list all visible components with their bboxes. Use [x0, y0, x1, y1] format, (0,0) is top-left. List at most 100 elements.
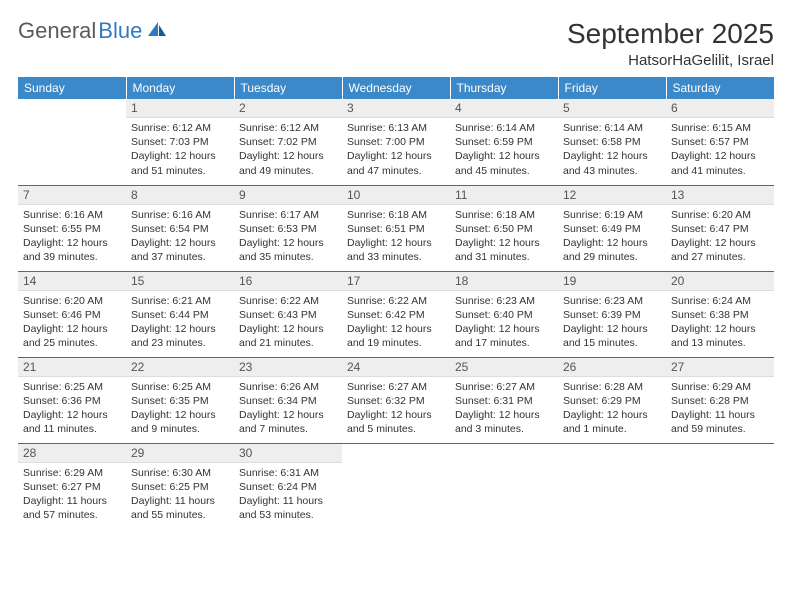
day-cell: 28Sunrise: 6:29 AMSunset: 6:27 PMDayligh…	[18, 443, 126, 529]
daylight-text: Daylight: 12 hours and 47 minutes.	[347, 149, 445, 177]
day-content: Sunrise: 6:27 AMSunset: 6:31 PMDaylight:…	[450, 377, 558, 439]
daylight-text: Daylight: 12 hours and 51 minutes.	[131, 149, 229, 177]
sunrise-text: Sunrise: 6:27 AM	[347, 380, 445, 394]
day-cell: 17Sunrise: 6:22 AMSunset: 6:42 PMDayligh…	[342, 271, 450, 357]
daylight-text: Daylight: 12 hours and 15 minutes.	[563, 322, 661, 350]
dayname-row: Sunday Monday Tuesday Wednesday Thursday…	[18, 77, 774, 99]
day-cell	[450, 443, 558, 529]
day-number: 24	[342, 358, 450, 377]
sunset-text: Sunset: 6:31 PM	[455, 394, 553, 408]
day-cell: 24Sunrise: 6:27 AMSunset: 6:32 PMDayligh…	[342, 357, 450, 443]
day-number: 10	[342, 186, 450, 205]
sunset-text: Sunset: 6:58 PM	[563, 135, 661, 149]
daylight-text: Daylight: 12 hours and 41 minutes.	[671, 149, 769, 177]
day-content: Sunrise: 6:13 AMSunset: 7:00 PMDaylight:…	[342, 118, 450, 180]
sunset-text: Sunset: 6:43 PM	[239, 308, 337, 322]
day-content: Sunrise: 6:12 AMSunset: 7:03 PMDaylight:…	[126, 118, 234, 180]
day-number: 20	[666, 272, 774, 291]
sunset-text: Sunset: 6:46 PM	[23, 308, 121, 322]
day-content: Sunrise: 6:27 AMSunset: 6:32 PMDaylight:…	[342, 377, 450, 439]
day-number: 21	[18, 358, 126, 377]
day-number: 4	[450, 99, 558, 118]
sunset-text: Sunset: 6:29 PM	[563, 394, 661, 408]
day-number: 27	[666, 358, 774, 377]
day-cell: 22Sunrise: 6:25 AMSunset: 6:35 PMDayligh…	[126, 357, 234, 443]
dayname-sunday: Sunday	[18, 77, 126, 99]
sunset-text: Sunset: 6:27 PM	[23, 480, 121, 494]
sunrise-text: Sunrise: 6:16 AM	[23, 208, 121, 222]
daylight-text: Daylight: 12 hours and 13 minutes.	[671, 322, 769, 350]
sunrise-text: Sunrise: 6:26 AM	[239, 380, 337, 394]
day-number: 19	[558, 272, 666, 291]
day-cell: 14Sunrise: 6:20 AMSunset: 6:46 PMDayligh…	[18, 271, 126, 357]
day-number: 6	[666, 99, 774, 118]
sunrise-text: Sunrise: 6:24 AM	[671, 294, 769, 308]
day-content: Sunrise: 6:16 AMSunset: 6:55 PMDaylight:…	[18, 205, 126, 267]
sunset-text: Sunset: 6:34 PM	[239, 394, 337, 408]
logo-text-blue: Blue	[98, 18, 142, 44]
sunset-text: Sunset: 6:36 PM	[23, 394, 121, 408]
day-content: Sunrise: 6:12 AMSunset: 7:02 PMDaylight:…	[234, 118, 342, 180]
sunrise-text: Sunrise: 6:20 AM	[671, 208, 769, 222]
day-content: Sunrise: 6:17 AMSunset: 6:53 PMDaylight:…	[234, 205, 342, 267]
sunset-text: Sunset: 6:40 PM	[455, 308, 553, 322]
daylight-text: Daylight: 12 hours and 37 minutes.	[131, 236, 229, 264]
daylight-text: Daylight: 12 hours and 1 minute.	[563, 408, 661, 436]
day-number: 16	[234, 272, 342, 291]
sunset-text: Sunset: 6:28 PM	[671, 394, 769, 408]
day-number: 3	[342, 99, 450, 118]
day-number: 22	[126, 358, 234, 377]
day-content: Sunrise: 6:15 AMSunset: 6:57 PMDaylight:…	[666, 118, 774, 180]
day-content: Sunrise: 6:22 AMSunset: 6:42 PMDaylight:…	[342, 291, 450, 353]
daylight-text: Daylight: 11 hours and 53 minutes.	[239, 494, 337, 522]
day-cell: 12Sunrise: 6:19 AMSunset: 6:49 PMDayligh…	[558, 185, 666, 271]
day-number: 15	[126, 272, 234, 291]
day-number: 13	[666, 186, 774, 205]
day-cell: 6Sunrise: 6:15 AMSunset: 6:57 PMDaylight…	[666, 99, 774, 185]
sunrise-text: Sunrise: 6:31 AM	[239, 466, 337, 480]
day-content: Sunrise: 6:22 AMSunset: 6:43 PMDaylight:…	[234, 291, 342, 353]
calendar-table: Sunday Monday Tuesday Wednesday Thursday…	[18, 77, 774, 529]
day-cell: 26Sunrise: 6:28 AMSunset: 6:29 PMDayligh…	[558, 357, 666, 443]
sunset-text: Sunset: 6:49 PM	[563, 222, 661, 236]
daylight-text: Daylight: 12 hours and 45 minutes.	[455, 149, 553, 177]
week-row: 1Sunrise: 6:12 AMSunset: 7:03 PMDaylight…	[18, 99, 774, 185]
day-content: Sunrise: 6:26 AMSunset: 6:34 PMDaylight:…	[234, 377, 342, 439]
day-content: Sunrise: 6:21 AMSunset: 6:44 PMDaylight:…	[126, 291, 234, 353]
daylight-text: Daylight: 12 hours and 49 minutes.	[239, 149, 337, 177]
sunrise-text: Sunrise: 6:29 AM	[23, 466, 121, 480]
sunrise-text: Sunrise: 6:28 AM	[563, 380, 661, 394]
day-cell: 19Sunrise: 6:23 AMSunset: 6:39 PMDayligh…	[558, 271, 666, 357]
day-number: 30	[234, 444, 342, 463]
header: GeneralBlue September 2025 HatsorHaGelil…	[18, 18, 774, 69]
day-content: Sunrise: 6:25 AMSunset: 6:36 PMDaylight:…	[18, 377, 126, 439]
day-cell: 8Sunrise: 6:16 AMSunset: 6:54 PMDaylight…	[126, 185, 234, 271]
day-cell: 16Sunrise: 6:22 AMSunset: 6:43 PMDayligh…	[234, 271, 342, 357]
sunrise-text: Sunrise: 6:12 AM	[239, 121, 337, 135]
week-row: 28Sunrise: 6:29 AMSunset: 6:27 PMDayligh…	[18, 443, 774, 529]
day-cell: 18Sunrise: 6:23 AMSunset: 6:40 PMDayligh…	[450, 271, 558, 357]
daylight-text: Daylight: 12 hours and 7 minutes.	[239, 408, 337, 436]
day-cell: 1Sunrise: 6:12 AMSunset: 7:03 PMDaylight…	[126, 99, 234, 185]
sunrise-text: Sunrise: 6:18 AM	[347, 208, 445, 222]
dayname-saturday: Saturday	[666, 77, 774, 99]
dayname-thursday: Thursday	[450, 77, 558, 99]
sunset-text: Sunset: 6:32 PM	[347, 394, 445, 408]
sunrise-text: Sunrise: 6:19 AM	[563, 208, 661, 222]
dayname-monday: Monday	[126, 77, 234, 99]
week-row: 7Sunrise: 6:16 AMSunset: 6:55 PMDaylight…	[18, 185, 774, 271]
sunrise-text: Sunrise: 6:21 AM	[131, 294, 229, 308]
day-cell: 25Sunrise: 6:27 AMSunset: 6:31 PMDayligh…	[450, 357, 558, 443]
sail-icon	[146, 18, 168, 44]
day-cell: 30Sunrise: 6:31 AMSunset: 6:24 PMDayligh…	[234, 443, 342, 529]
sunrise-text: Sunrise: 6:14 AM	[563, 121, 661, 135]
day-number: 14	[18, 272, 126, 291]
day-cell: 20Sunrise: 6:24 AMSunset: 6:38 PMDayligh…	[666, 271, 774, 357]
day-number: 11	[450, 186, 558, 205]
sunset-text: Sunset: 6:25 PM	[131, 480, 229, 494]
day-number: 17	[342, 272, 450, 291]
day-number: 29	[126, 444, 234, 463]
day-content: Sunrise: 6:23 AMSunset: 6:40 PMDaylight:…	[450, 291, 558, 353]
day-cell: 15Sunrise: 6:21 AMSunset: 6:44 PMDayligh…	[126, 271, 234, 357]
daylight-text: Daylight: 12 hours and 5 minutes.	[347, 408, 445, 436]
